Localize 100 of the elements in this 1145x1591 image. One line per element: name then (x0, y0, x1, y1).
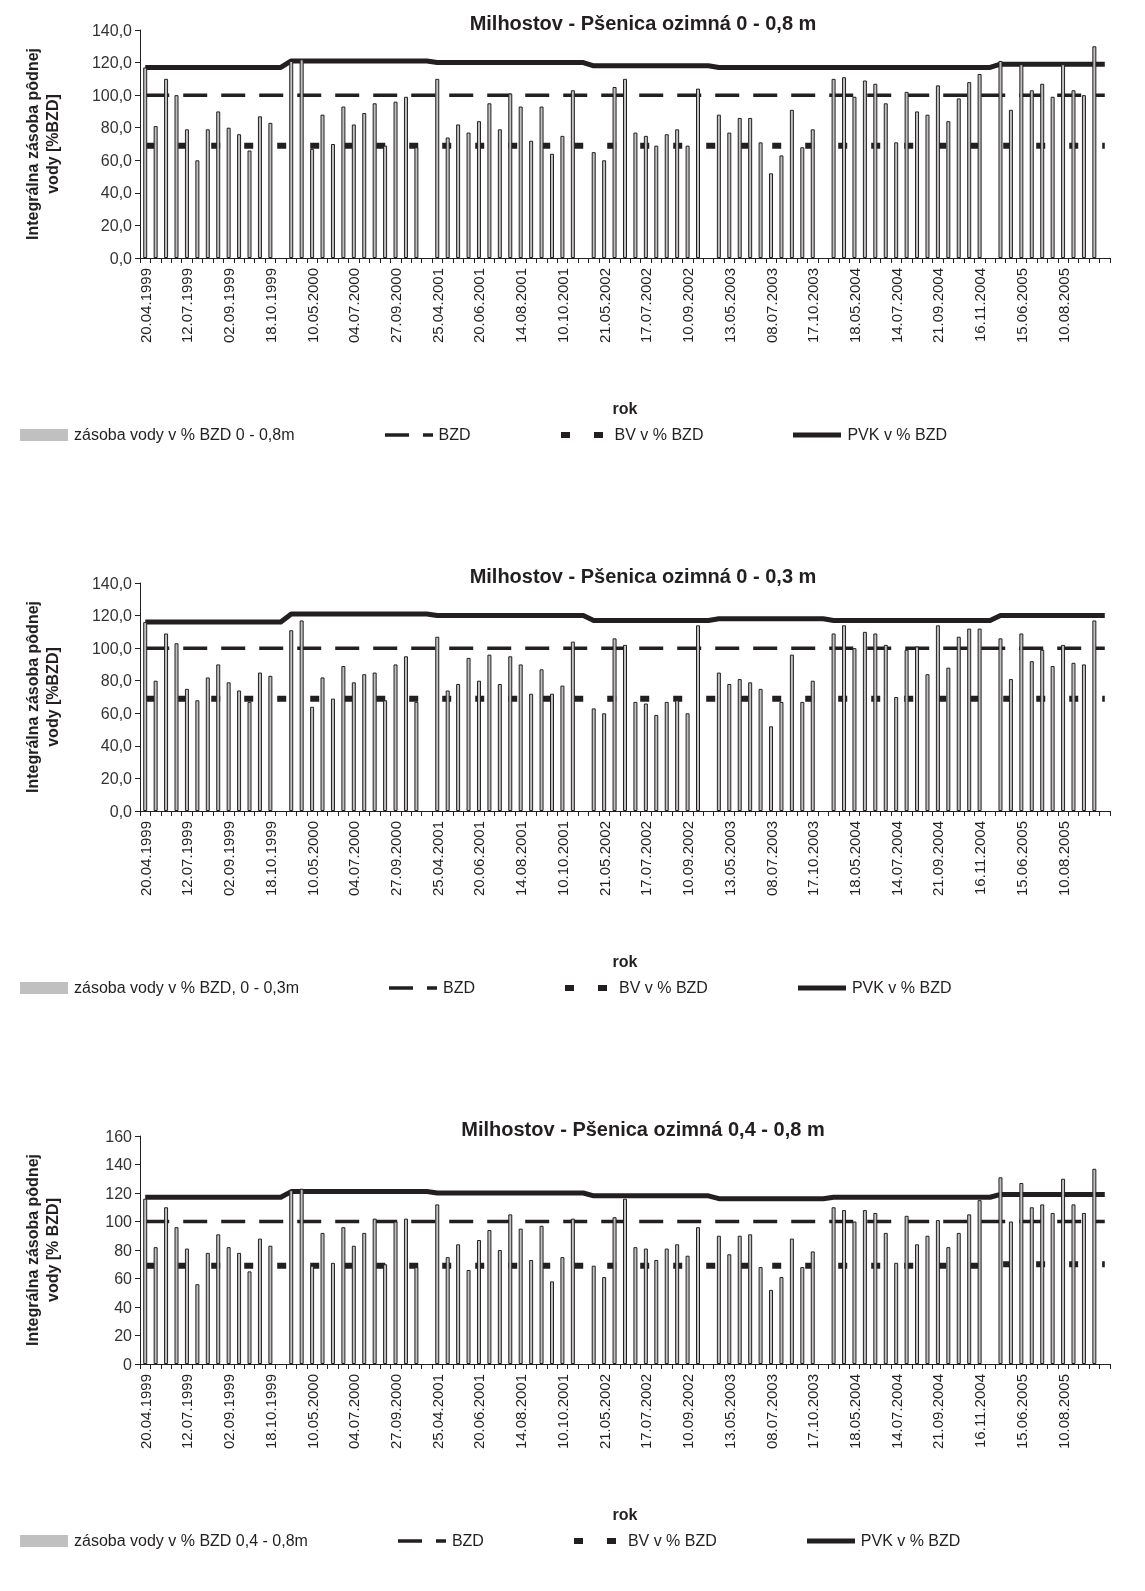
y-axis-title: Integrálna zásoba pôdnej vody [%BZD] (23, 600, 61, 794)
legend-label: PVK v % BZD (847, 426, 948, 444)
x-tick-label: 27.09.2000 (387, 268, 405, 344)
legend-label: BV v % BZD (618, 979, 708, 997)
y-tick-label: 0,0 (109, 249, 133, 267)
x-tick-label: 04.07.2000 (345, 268, 363, 344)
x-tick-label: 10.08.2005 (1054, 1374, 1072, 1450)
y-tick-label: 80,0 (100, 672, 133, 690)
x-tick-label: 21.09.2004 (929, 1374, 947, 1450)
y-tick-label: 140,0 (91, 574, 133, 592)
legend-label: BZD (451, 1532, 484, 1550)
y-tick-label: 120,0 (91, 607, 133, 625)
x-tick-label: 10.08.2005 (1054, 268, 1072, 344)
x-tick-label: 08.07.2003 (762, 268, 780, 344)
x-tick-label: 18.10.1999 (261, 1374, 279, 1450)
y-tick-label: 40,0 (100, 737, 133, 755)
y-tick-label: 0 (123, 1355, 133, 1373)
legend-label: BZD (442, 979, 475, 997)
x-tick-label: 20.06.2001 (470, 268, 488, 344)
x-tick-label: 14.07.2004 (887, 268, 905, 344)
chart-title: Milhostov - Pšenica ozimná 0 - 0,8 m (469, 12, 817, 34)
legend-label: BZD (438, 426, 471, 444)
y-tick-label: 60,0 (100, 704, 133, 722)
x-tick-label: 10.10.2001 (553, 1374, 571, 1450)
x-tick-label: 10.10.2001 (553, 268, 571, 344)
legend-label: PVK v % BZD (851, 979, 952, 997)
x-tick-label: 21.05.2002 (595, 821, 613, 897)
y-tick-label: 40,0 (100, 184, 133, 202)
x-tick-label: 12.07.1999 (178, 268, 196, 344)
x-tick-label: 21.09.2004 (929, 268, 947, 344)
chart-title: Milhostov - Pšenica ozimná 0 - 0,3 m (469, 565, 817, 587)
x-tick-label: 20.06.2001 (470, 821, 488, 897)
x-tick-label: 16.11.2004 (971, 268, 989, 342)
x-tick-label: 14.07.2004 (887, 821, 905, 897)
legend-label: zásoba vody v % BZD 0 - 0,8m (74, 426, 295, 444)
x-axis-title: rok (612, 952, 638, 970)
legend-label: BV v % BZD (614, 426, 704, 444)
x-tick-label: 17.10.2003 (804, 1374, 822, 1450)
legend-label: BV v % BZD (627, 1532, 717, 1550)
x-tick-label: 20.06.2001 (470, 1374, 488, 1450)
y-tick-label: 20 (114, 1327, 133, 1344)
x-tick-label: 10.09.2002 (679, 1374, 697, 1450)
x-tick-label: 17.07.2002 (637, 1374, 655, 1450)
x-tick-label: 17.10.2003 (804, 821, 822, 897)
x-tick-label: 10.08.2005 (1054, 821, 1072, 897)
x-tick-label: 18.10.1999 (261, 821, 279, 897)
y-tick-label: 120,0 (91, 54, 133, 72)
y-tick-label: 60,0 (100, 151, 133, 169)
x-tick-label: 12.07.1999 (178, 821, 196, 897)
x-tick-label: 16.11.2004 (971, 821, 989, 895)
y-tick-label: 100,0 (91, 86, 133, 104)
x-axis-title: rok (612, 1505, 638, 1523)
y-tick-label: 60 (114, 1270, 133, 1287)
y-tick-label: 20,0 (100, 216, 133, 234)
x-tick-label: 14.07.2004 (887, 1374, 905, 1450)
x-tick-label: 17.07.2002 (637, 821, 655, 897)
x-tick-label: 08.07.2003 (762, 821, 780, 897)
x-tick-label: 27.09.2000 (387, 1374, 405, 1450)
x-tick-label: 12.07.1999 (178, 1374, 196, 1450)
x-tick-label: 20.04.1999 (136, 1374, 154, 1450)
y-tick-label: 0,0 (109, 802, 133, 820)
x-tick-label: 25.04.2001 (428, 821, 446, 897)
x-tick-label: 21.09.2004 (929, 821, 947, 897)
y-tick-label: 80,0 (100, 119, 133, 137)
x-tick-label: 10.09.2002 (679, 821, 697, 897)
x-tick-label: 13.05.2003 (720, 821, 738, 897)
legend-label: zásoba vody v % BZD, 0 - 0,3m (74, 979, 299, 997)
x-tick-label: 14.08.2001 (512, 821, 530, 897)
x-tick-label: 18.10.1999 (261, 268, 279, 344)
y-tick-label: 120 (105, 1184, 133, 1202)
x-tick-label: 17.07.2002 (637, 268, 655, 344)
y-tick-label: 140 (105, 1156, 133, 1173)
x-tick-label: 15.06.2005 (1012, 1374, 1030, 1450)
chart-title: Milhostov - Pšenica ozimná 0,4 - 0,8 m (461, 1118, 825, 1140)
x-axis-title: rok (612, 399, 638, 417)
x-tick-label: 14.08.2001 (512, 1374, 530, 1450)
y-tick-label: 140,0 (91, 21, 133, 39)
y-tick-label: 100,0 (91, 639, 133, 657)
y-tick-label: 40 (114, 1298, 133, 1316)
y-axis-title: Integrálna zásoba pôdnej vody [% BZD] (23, 1153, 61, 1347)
y-axis-title: Integrálna zásoba pôdnej vody [%BZD] (23, 47, 61, 241)
x-tick-label: 10.05.2000 (303, 1374, 321, 1450)
x-tick-label: 13.05.2003 (720, 268, 738, 344)
x-tick-label: 04.07.2000 (345, 821, 363, 897)
x-tick-label: 04.07.2000 (345, 1374, 363, 1450)
x-tick-label: 14.08.2001 (512, 268, 530, 344)
x-tick-label: 10.05.2000 (303, 268, 321, 344)
x-tick-label: 10.05.2000 (303, 821, 321, 897)
x-tick-label: 16.11.2004 (971, 1374, 989, 1448)
x-tick-label: 21.05.2002 (595, 1374, 613, 1450)
x-tick-label: 18.05.2004 (845, 268, 863, 344)
x-tick-label: 27.09.2000 (387, 821, 405, 897)
x-tick-label: 15.06.2005 (1012, 268, 1030, 344)
x-tick-label: 18.05.2004 (845, 1374, 863, 1450)
x-tick-label: 02.09.1999 (220, 821, 238, 897)
x-tick-label: 20.04.1999 (136, 821, 154, 897)
y-tick-label: 160 (105, 1127, 133, 1145)
y-tick-label: 20,0 (100, 769, 133, 787)
x-tick-label: 13.05.2003 (720, 1374, 738, 1450)
y-tick-label: 80 (114, 1241, 133, 1259)
